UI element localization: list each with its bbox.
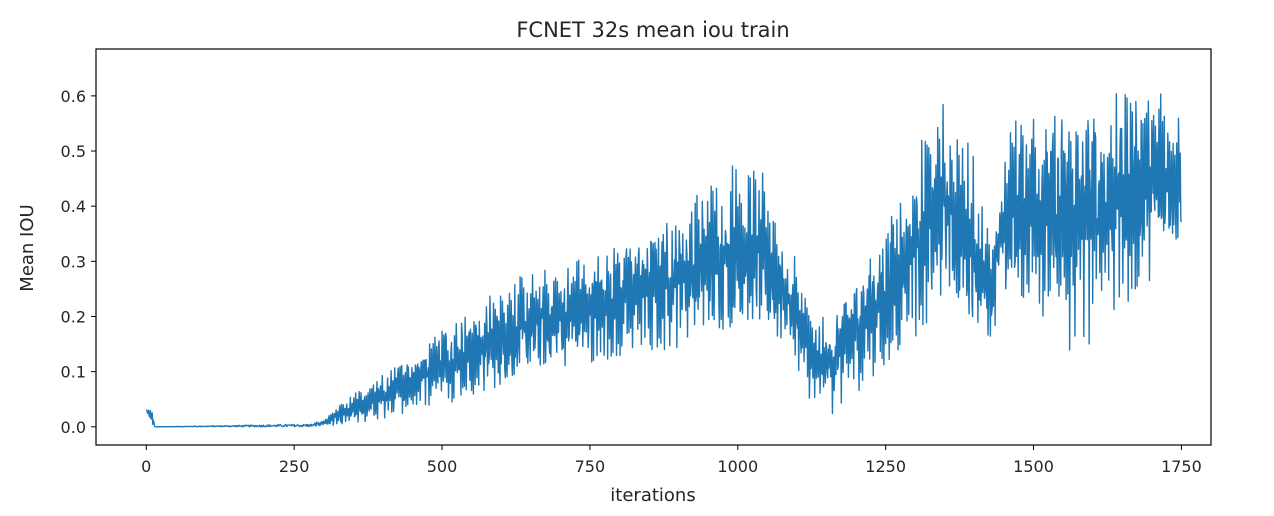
series-line-0	[146, 93, 1183, 428]
x-tick-label: 500	[427, 457, 458, 476]
y-tick-label: 0.3	[61, 252, 86, 271]
series-layer	[146, 93, 1183, 428]
y-tick-label: 0.5	[61, 142, 86, 161]
y-axis: 0.0 0.1 0.2 0.3 0.4 0.5 0.6	[61, 87, 96, 437]
plot-frame	[95, 48, 1212, 446]
x-tick-label: 1250	[865, 457, 906, 476]
y-axis-label: Mean IOU	[17, 204, 38, 291]
x-tick-label: 1000	[717, 457, 758, 476]
y-tick-label: 0.0	[61, 418, 86, 437]
x-tick-label: 750	[575, 457, 606, 476]
x-tick-label: 1500	[1013, 457, 1054, 476]
y-tick-label: 0.6	[61, 87, 86, 106]
y-tick-label: 0.1	[61, 363, 86, 382]
x-tick-label: 1750	[1161, 457, 1202, 476]
x-tick-label: 0	[141, 457, 151, 476]
chart-title: FCNET 32s mean iou train	[516, 18, 789, 42]
y-tick-label: 0.4	[61, 197, 86, 216]
x-tick-label: 250	[279, 457, 310, 476]
x-axis-label: iterations	[610, 485, 695, 506]
x-axis: 0 250 500 750 1000 1250 1500 1750	[141, 445, 1202, 476]
y-tick-label: 0.2	[61, 307, 86, 326]
